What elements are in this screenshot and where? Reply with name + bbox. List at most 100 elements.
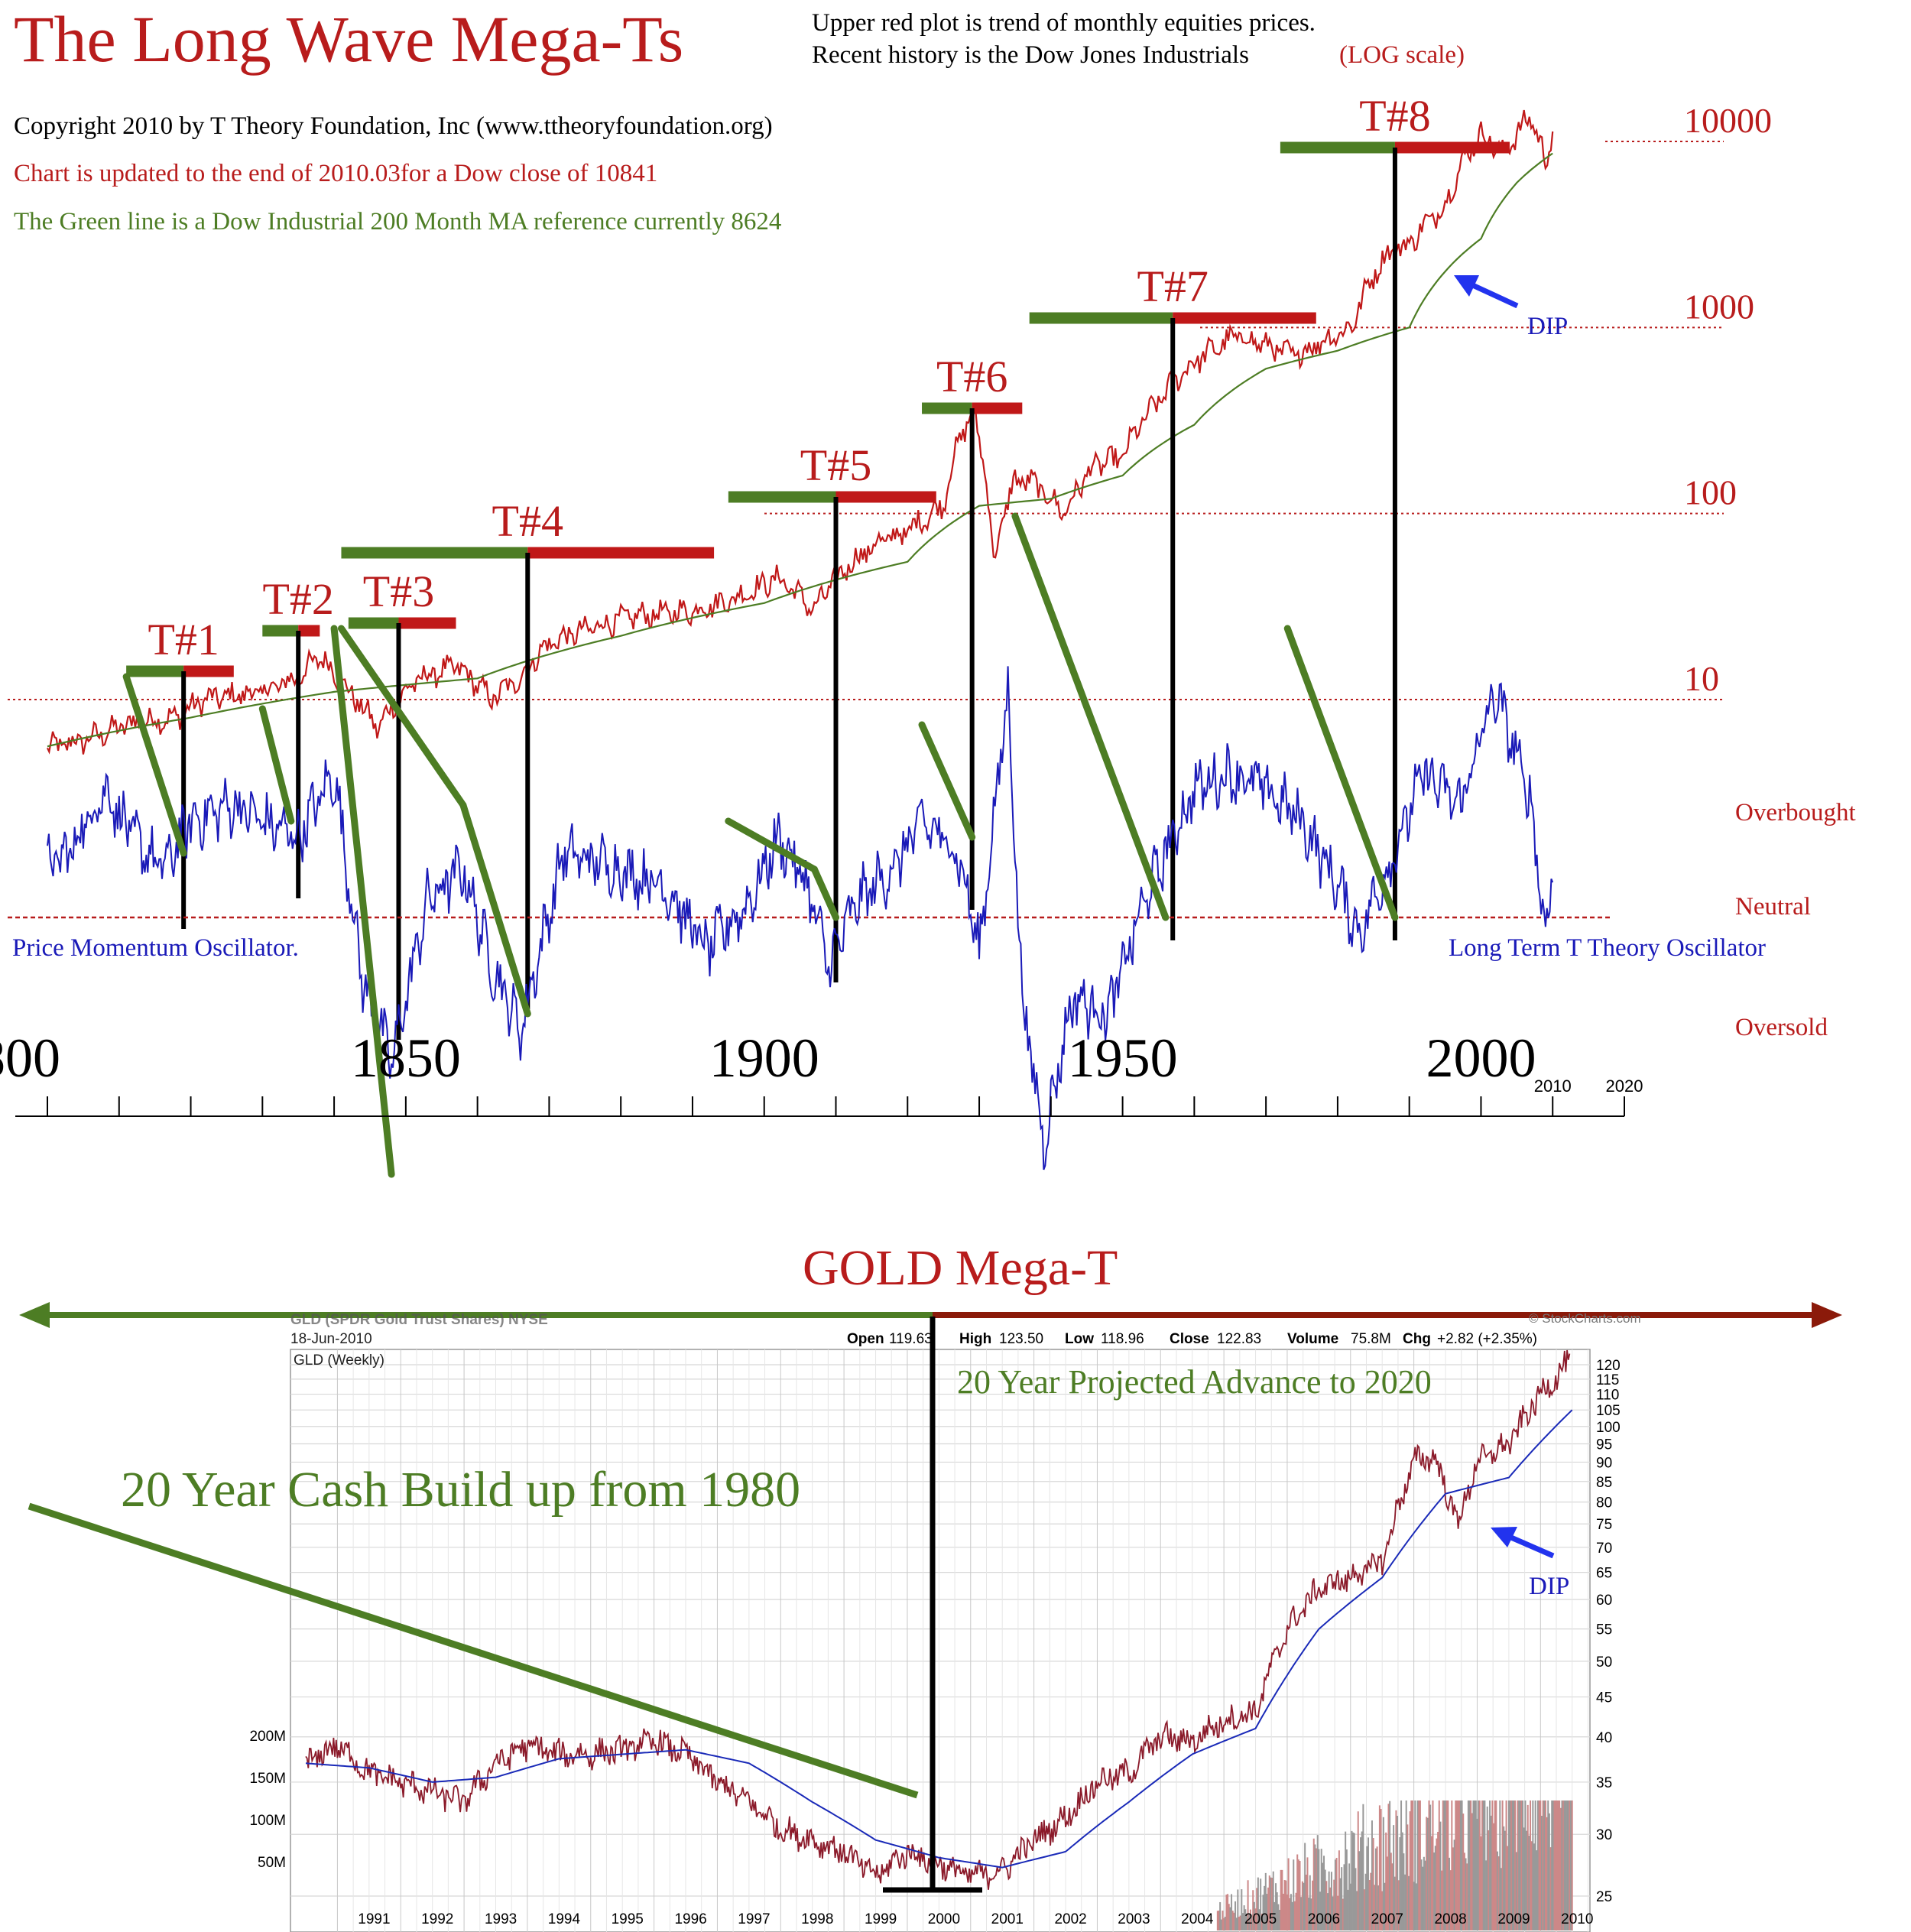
osc-trend-stroke xyxy=(122,673,187,857)
osc-trend-stroke xyxy=(337,625,467,809)
mega-t-label: T#3 xyxy=(363,567,434,616)
osc-trend-stroke xyxy=(810,865,839,921)
gld-ma-line xyxy=(305,1409,1573,1869)
gld-price-label-65: 65 xyxy=(1596,1566,1612,1582)
osc-trend-stroke xyxy=(1283,625,1399,921)
gld-year-label-2010: 2010 xyxy=(1561,1911,1593,1927)
quote-volume: 75.8M xyxy=(1351,1331,1391,1347)
gld-price-label-70: 70 xyxy=(1596,1541,1612,1557)
gld-price-label-95: 95 xyxy=(1596,1437,1612,1453)
projected-advance-text: 20 Year Projected Advance to 2020 xyxy=(957,1363,1432,1401)
gld-year-label-2009: 2009 xyxy=(1497,1911,1530,1927)
log-reference-lines xyxy=(8,141,1724,700)
gld-year-label-2000: 2000 xyxy=(928,1911,960,1927)
gold-title: GOLD Mega-T xyxy=(803,1240,1118,1296)
gld-price-label-30: 30 xyxy=(1596,1827,1612,1843)
quote-low: 118.96 xyxy=(1101,1331,1144,1347)
quote-low-label: Low xyxy=(1065,1331,1094,1347)
osc-trend-stroke xyxy=(330,625,395,1178)
gld-panel-label: GLD (Weekly) xyxy=(294,1352,384,1369)
gld-year-label-1994: 1994 xyxy=(548,1911,581,1927)
x-tick-label-1800: 1800 xyxy=(0,1028,60,1089)
gld-price-label-110: 110 xyxy=(1596,1388,1619,1404)
gld-volume-label-100M: 100M xyxy=(249,1813,286,1829)
gld-price-label-40: 40 xyxy=(1596,1730,1612,1746)
y-axis-labels: 10000 1000 100 10 xyxy=(1684,101,1772,698)
gld-year-label-1999: 1999 xyxy=(865,1911,897,1927)
mega-t-label: T#6 xyxy=(936,352,1007,401)
quote-close-label: Close xyxy=(1170,1331,1209,1347)
page-title: The Long Wave Mega-Ts xyxy=(14,2,683,76)
mega-t-right-arrow xyxy=(933,1302,1842,1328)
gld-price-label-75: 75 xyxy=(1596,1517,1612,1533)
price-line xyxy=(47,109,1554,755)
gld-grid xyxy=(290,1349,1590,1932)
subtitle-line-1: Upper red plot is trend of monthly equit… xyxy=(812,9,1316,37)
osc-neutral-label: Neutral xyxy=(1735,893,1811,921)
gld-year-label-1995: 1995 xyxy=(612,1911,644,1927)
oscillator-line xyxy=(47,666,1554,1171)
gld-quote-line: Open 119.63 High 123.50 Low 118.96 Close… xyxy=(847,1331,1537,1347)
gld-year-axis: 1991 1992 1993 1994 1995 1996 1997 1998 1999 2000… xyxy=(358,1911,1593,1927)
osc-trend-stroke xyxy=(918,721,976,841)
x-tick-label-1900: 1900 xyxy=(709,1028,819,1089)
quote-open-label: Open xyxy=(847,1331,884,1347)
y-tick-label-100: 100 xyxy=(1684,473,1737,512)
gld-volume-axis: 200M 150M 100M 50M xyxy=(249,1729,286,1871)
gld-date: 18-Jun-2010 xyxy=(290,1331,372,1347)
y-tick-label-1000: 1000 xyxy=(1684,287,1754,326)
quote-high: 123.50 xyxy=(999,1331,1043,1347)
price-series xyxy=(47,109,1554,755)
dip-label-gold: DIP xyxy=(1529,1573,1569,1600)
gld-year-label-1998: 1998 xyxy=(801,1911,833,1927)
y-tick-label-10000: 10000 xyxy=(1684,101,1772,140)
osc-oversold-label: Oversold xyxy=(1735,1014,1828,1041)
osc-trend-stroke xyxy=(459,801,531,1018)
cash-buildup-trendline xyxy=(28,1502,919,1799)
mega-t-label: T#5 xyxy=(800,440,871,490)
gld-price-label-115: 115 xyxy=(1596,1372,1619,1388)
mega-t-left-arrow xyxy=(19,1302,933,1328)
x-tick-label-2010: 2010 xyxy=(1534,1076,1572,1096)
osc-trend-stroke xyxy=(725,817,818,873)
gld-price-label-100: 100 xyxy=(1596,1420,1621,1436)
dip-arrow-top xyxy=(1454,275,1519,309)
gld-year-label-1992: 1992 xyxy=(421,1911,453,1927)
gld-volume-bars xyxy=(1216,1800,1573,1930)
gld-year-label-2006: 2006 xyxy=(1308,1911,1340,1927)
gld-price-label-50: 50 xyxy=(1596,1654,1612,1671)
stockcharts-watermark: © StockCharts.com xyxy=(1529,1311,1641,1326)
update-note: Chart is updated to the end of 2010.03fo… xyxy=(14,160,657,187)
gld-price-label-90: 90 xyxy=(1596,1455,1612,1471)
quote-close: 122.83 xyxy=(1217,1331,1261,1347)
mega-t-label: T#2 xyxy=(262,574,333,624)
gld-year-label-1993: 1993 xyxy=(485,1911,517,1927)
gld-price-label-105: 105 xyxy=(1596,1403,1621,1419)
ma-note: The Green line is a Dow Industrial 200 M… xyxy=(14,208,781,235)
gld-price-label-120: 120 xyxy=(1596,1358,1621,1374)
gld-price-label-35: 35 xyxy=(1596,1775,1612,1791)
x-tick-label-2020: 2020 xyxy=(1606,1076,1643,1096)
gld-year-label-2007: 2007 xyxy=(1371,1911,1403,1927)
osc-overbought-label: Overbought xyxy=(1735,799,1856,826)
osc-trend-stroke xyxy=(1011,512,1170,921)
gld-year-label-2002: 2002 xyxy=(1054,1911,1086,1927)
gld-price-label-85: 85 xyxy=(1596,1475,1612,1491)
gld-price-line xyxy=(305,1349,1571,1890)
x-tick-label-1850: 1850 xyxy=(351,1028,461,1089)
y-tick-label-10: 10 xyxy=(1684,659,1719,698)
gld-year-label-2008: 2008 xyxy=(1434,1911,1466,1927)
t-patterns: T#1 T#2 T#3 T#4 T#5 T#6 T#7 T#8 xyxy=(126,91,1510,1040)
osc-label-right: Long Term T Theory Oscillator xyxy=(1449,934,1766,962)
mega-t-label: T#4 xyxy=(492,496,563,546)
mega-t-label: T#8 xyxy=(1359,91,1430,141)
gld-year-label-2005: 2005 xyxy=(1244,1911,1277,1927)
gld-year-label-2001: 2001 xyxy=(991,1911,1024,1927)
gld-price-label-55: 55 xyxy=(1596,1622,1612,1638)
gld-price-label-80: 80 xyxy=(1596,1495,1612,1512)
x-tick-label-2000: 2000 xyxy=(1426,1028,1536,1089)
gld-volume-label-150M: 150M xyxy=(249,1771,286,1787)
